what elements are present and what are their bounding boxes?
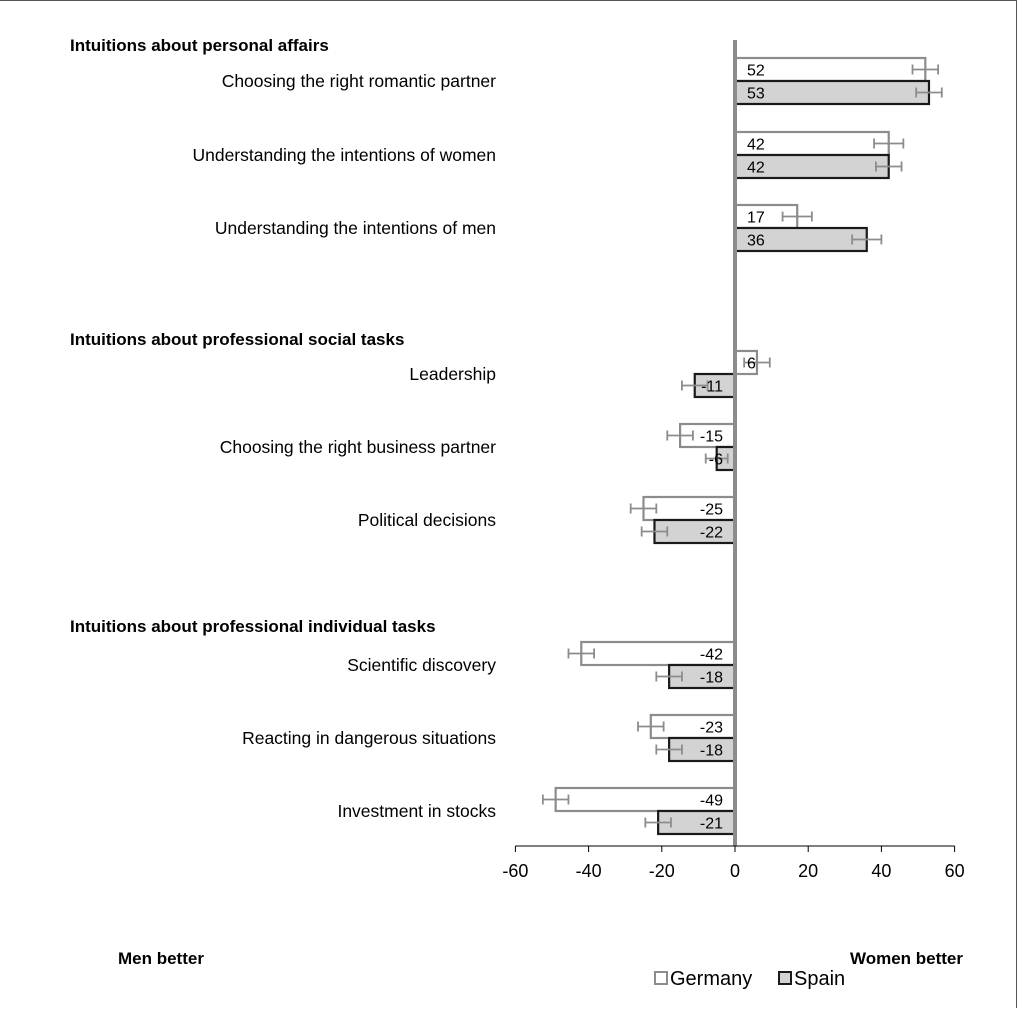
error-bar-spain (644, 817, 672, 828)
legend-label-spain: Spain (794, 968, 845, 990)
x-tick-label: -20 (649, 861, 675, 881)
x-tick-label: 40 (871, 861, 891, 881)
legend-swatch-germany (654, 971, 668, 985)
data-label-spain: 36 (747, 233, 765, 250)
data-label-germany: -25 (700, 502, 723, 519)
error-bar-spain (640, 526, 669, 537)
legend: Germany Spain (654, 968, 845, 990)
men-better-label: Men better (118, 949, 204, 968)
error-bar-germany (541, 794, 570, 805)
data-label-spain: -18 (700, 670, 723, 687)
data-label-spain: -11 (701, 379, 723, 396)
error-bar-spain (704, 453, 729, 464)
category-label: Leadership (409, 364, 496, 384)
x-axis: -60 -40 -20 0 20 40 60 (502, 40, 965, 881)
x-tick-label: 20 (798, 861, 818, 881)
data-label-spain: 53 (747, 86, 765, 103)
category-labels: Choosing the right romantic partner Under… (192, 71, 496, 821)
x-tick-label: -60 (502, 861, 528, 881)
group-label: Intuitions about professional individual… (70, 617, 436, 636)
category-label: Choosing the right business partner (220, 437, 496, 457)
data-label-germany: -23 (700, 720, 723, 737)
data-label-spain: -21 (700, 816, 723, 833)
x-tick-label: 60 (945, 861, 965, 881)
error-bar-spain (681, 380, 709, 391)
error-bar-spain (875, 161, 903, 172)
legend-swatch-spain (778, 971, 792, 985)
error-bar-germany (666, 430, 694, 441)
bars: 52 53 42 42 17 36 6 -11 -15 -6 -25 -22 -42 -18 -23 -18 -… (541, 56, 943, 836)
data-label-germany: -15 (700, 429, 723, 446)
data-label-germany: -42 (700, 647, 723, 664)
data-label-germany: 6 (747, 356, 756, 373)
error-bar-spain (655, 744, 683, 755)
group-label: Intuitions about personal affairs (70, 36, 329, 55)
category-label: Political decisions (358, 510, 496, 530)
category-label: Understanding the intentions of men (215, 218, 496, 238)
error-bar-spain (655, 671, 683, 682)
category-label: Choosing the right romantic partner (222, 71, 496, 91)
error-bar-germany (911, 64, 940, 75)
legend-label-germany: Germany (670, 968, 752, 990)
category-label: Reacting in dangerous situations (242, 728, 496, 748)
data-label-germany: 17 (747, 210, 765, 227)
error-bar-germany (781, 211, 813, 222)
category-label: Investment in stocks (337, 801, 496, 821)
category-label: Scientific discovery (347, 655, 496, 675)
error-bar-germany (567, 648, 595, 659)
data-label-germany: 52 (747, 63, 765, 80)
data-label-germany: -49 (700, 793, 723, 810)
data-label-germany: 42 (747, 137, 765, 154)
error-bar-germany (629, 503, 658, 514)
data-label-spain: -22 (700, 525, 723, 542)
error-bar-germany (637, 721, 665, 732)
data-label-spain: -18 (700, 743, 723, 760)
error-bar-spain (851, 234, 883, 245)
x-tick-label: -40 (576, 861, 602, 881)
category-label: Understanding the intentions of women (192, 145, 496, 165)
data-label-spain: -6 (709, 452, 723, 469)
group-label: Intuitions about professional social tas… (70, 330, 404, 349)
error-bar-germany (743, 357, 771, 368)
error-bar-spain (915, 87, 943, 98)
x-tick-label: 0 (730, 861, 740, 881)
error-bar-germany (873, 138, 905, 149)
women-better-label: Women better (850, 949, 963, 968)
data-label-spain: 42 (747, 160, 765, 177)
group-labels: Intuitions about personal affairs Intuiti… (70, 36, 436, 636)
